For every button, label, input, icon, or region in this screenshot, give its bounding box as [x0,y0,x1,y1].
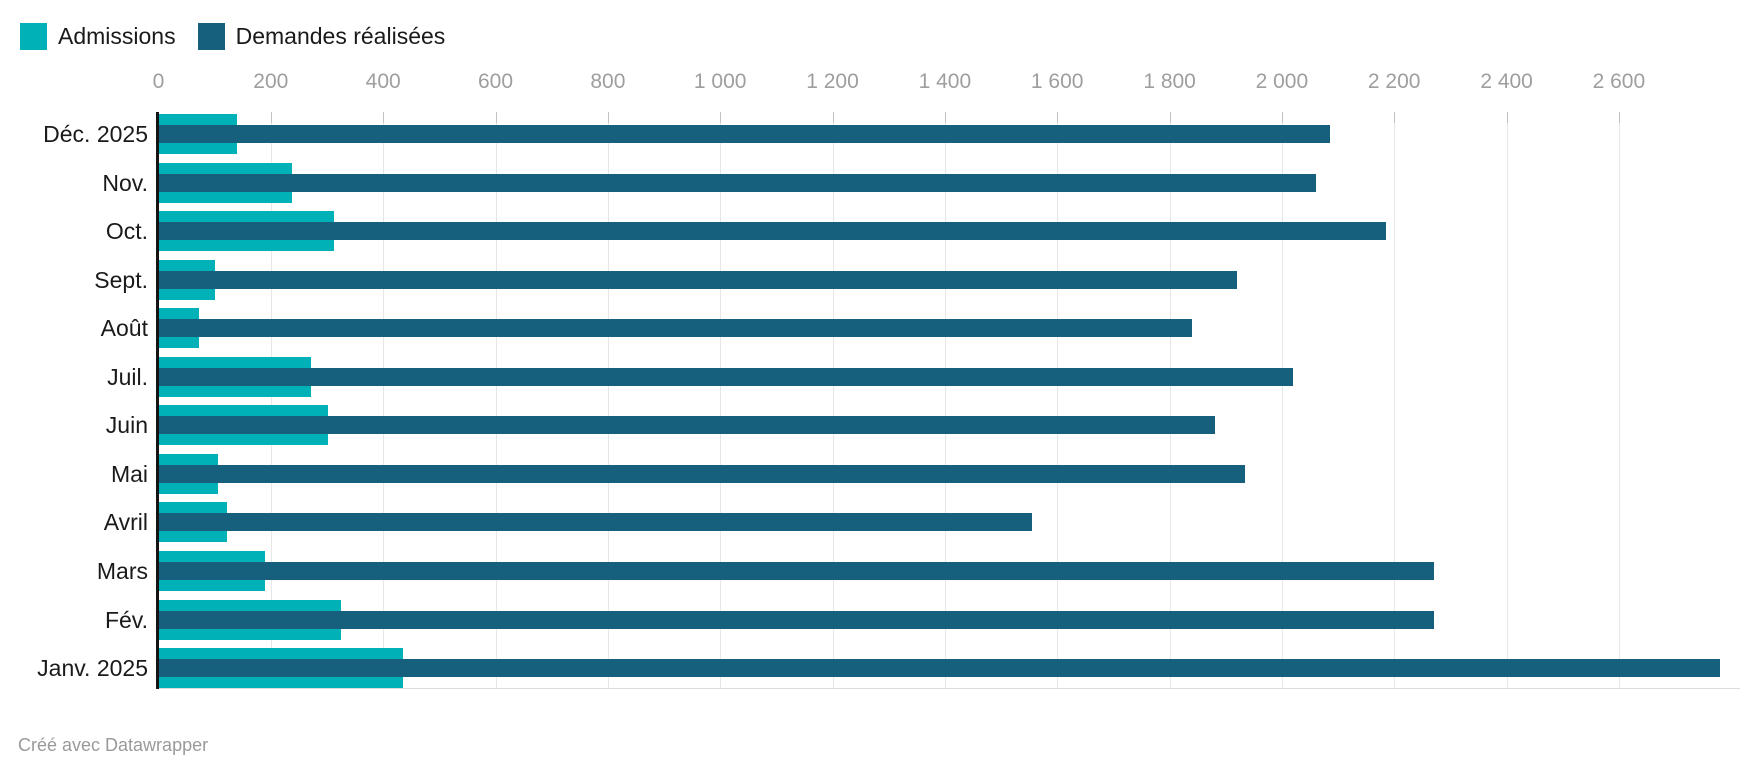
bar-demandes-realisees [158,659,1720,677]
x-tick-label: 800 [590,70,626,93]
x-tick-label: 600 [477,70,514,93]
x-gridline [607,112,609,688]
category-label: Nov. [102,169,148,196]
x-tickmark [607,112,609,123]
legend-swatch-admissions-icon [20,23,47,50]
x-tickmark [270,112,272,123]
legend-item-admissions: Admissions [20,23,176,50]
x-tick-label: 1 600 [1030,70,1084,93]
bar-demandes-realisees [158,173,1316,192]
x-tick-label: 200 [253,70,289,93]
x-gridline [1057,112,1059,688]
x-tickmark [1506,112,1508,123]
x-tickmark [720,112,722,123]
y-axis-zero-line [156,112,159,689]
x-tickmark [1281,112,1283,123]
x-tickmark [944,112,946,123]
legend-label-admissions: Admissions [58,23,176,49]
legend: Admissions Demandes réalisées [20,23,445,50]
x-tickmark [1618,112,1620,123]
bar-demandes-realisees [158,610,1434,629]
bar-demandes-realisees [158,125,1330,143]
x-tickmark [1057,112,1059,123]
bar-demandes-realisees [158,270,1237,289]
x-gridline [1169,112,1171,688]
legend-label-demandes: Demandes réalisées [235,23,446,49]
x-tick-label: 1 400 [918,70,972,93]
x-gridline [944,112,946,688]
category-label: Juin [105,412,148,439]
x-gridline [720,112,722,688]
category-label: Déc. 2025 [43,121,148,147]
x-tick-label: 1 800 [1143,70,1196,93]
x-gridline [1394,112,1396,688]
x-axis-baseline [156,688,1740,689]
legend-swatch-demandes-icon [197,23,225,50]
x-tick-label: 2 400 [1480,70,1533,93]
x-tick-label: 2 200 [1367,70,1421,93]
x-gridline [1506,112,1508,688]
bar-demandes-realisees [158,367,1294,386]
x-gridline [270,112,272,688]
bar-demandes-realisees [158,562,1434,580]
x-tickmark [1169,112,1171,123]
category-label: Mars [96,558,148,584]
x-tick-label: 400 [365,70,401,93]
category-label: Août [100,315,148,342]
x-tick-label: 1 000 [693,70,747,93]
x-tick-label: 2 000 [1255,70,1309,93]
category-label: Oct. [105,218,148,245]
category-label: Mai [110,460,148,487]
x-tick-label: 1 200 [806,70,859,93]
x-gridline [1281,112,1283,688]
x-gridline [1618,112,1620,688]
bar-demandes-realisees [158,222,1386,241]
x-gridline [832,112,834,688]
category-label: Juil. [107,363,148,390]
legend-item-demandes: Demandes réalisées [197,23,446,50]
bar-demandes-realisees [158,416,1215,435]
datawrapper-credit-link[interactable]: Créé avec Datawrapper [18,735,209,755]
x-tick-label: 0 [152,70,165,93]
category-label: Janv. 2025 [37,655,148,681]
x-tickmark [495,112,497,123]
category-label: Sept. [94,266,148,293]
x-gridline [495,112,497,688]
x-tickmark [1394,112,1396,123]
bar-demandes-realisees [158,319,1192,338]
category-label: Avril [103,509,148,536]
x-tick-label: 2 600 [1592,70,1646,93]
x-gridline [383,112,385,688]
x-tickmark [832,112,834,123]
bar-demandes-realisees [158,513,1032,532]
category-label: Fév. [104,606,148,633]
bar-demandes-realisees [158,464,1246,483]
x-tickmark [383,112,385,123]
